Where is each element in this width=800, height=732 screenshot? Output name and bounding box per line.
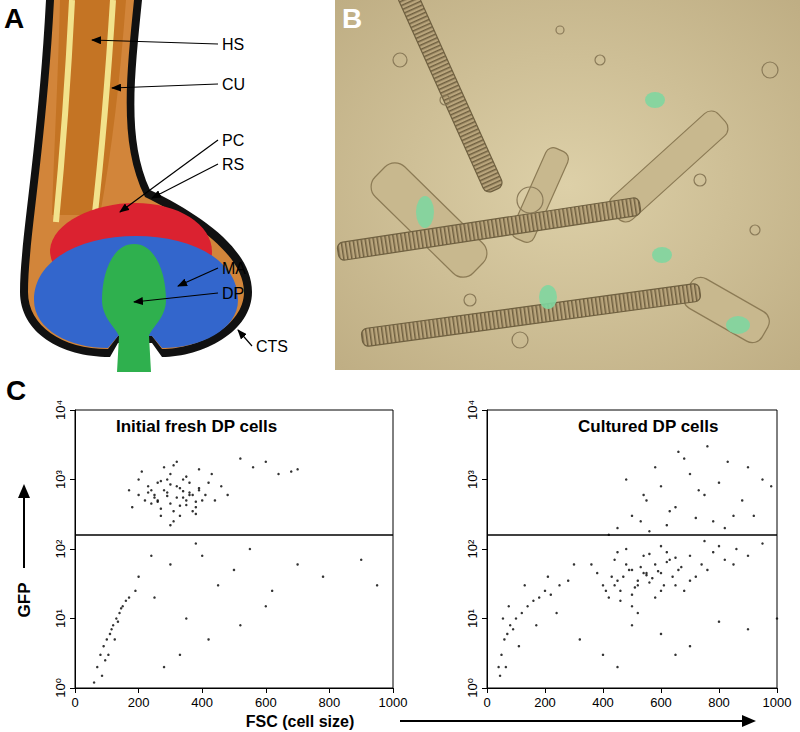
svg-text:10²: 10² <box>53 539 68 558</box>
svg-text:800: 800 <box>708 695 730 710</box>
svg-text:10³: 10³ <box>53 469 68 488</box>
svg-text:600: 600 <box>255 695 277 710</box>
svg-text:0: 0 <box>71 695 78 710</box>
svg-text:CTS: CTS <box>256 338 288 355</box>
svg-text:600: 600 <box>650 695 672 710</box>
svg-text:GFP: GFP <box>15 583 34 618</box>
svg-text:10⁰: 10⁰ <box>53 678 68 698</box>
svg-text:B: B <box>342 3 362 34</box>
svg-text:800: 800 <box>319 695 341 710</box>
svg-text:C: C <box>6 375 26 406</box>
svg-text:Cultured DP cells: Cultured DP cells <box>578 417 718 436</box>
svg-text:400: 400 <box>592 695 614 710</box>
svg-text:DP: DP <box>222 285 244 302</box>
svg-text:10²: 10² <box>465 539 480 558</box>
svg-text:10³: 10³ <box>465 469 480 488</box>
svg-text:RS: RS <box>222 156 244 173</box>
svg-text:1000: 1000 <box>379 695 408 710</box>
svg-text:MA: MA <box>222 260 246 277</box>
svg-text:200: 200 <box>128 695 150 710</box>
svg-text:10⁰: 10⁰ <box>465 678 480 698</box>
svg-text:FSC (cell size): FSC (cell size) <box>246 713 354 730</box>
svg-text:A: A <box>4 3 24 34</box>
svg-text:10⁴: 10⁴ <box>465 400 480 420</box>
svg-text:Initial fresh DP cells: Initial fresh DP cells <box>116 417 277 436</box>
svg-text:HS: HS <box>222 36 244 53</box>
svg-text:1000: 1000 <box>763 695 792 710</box>
svg-text:0: 0 <box>483 695 490 710</box>
svg-text:CU: CU <box>222 76 245 93</box>
svg-text:10¹: 10¹ <box>465 608 480 627</box>
svg-text:PC: PC <box>222 132 244 149</box>
svg-text:10⁴: 10⁴ <box>53 400 68 420</box>
svg-text:200: 200 <box>534 695 556 710</box>
svg-text:10¹: 10¹ <box>53 608 68 627</box>
svg-text:400: 400 <box>191 695 213 710</box>
